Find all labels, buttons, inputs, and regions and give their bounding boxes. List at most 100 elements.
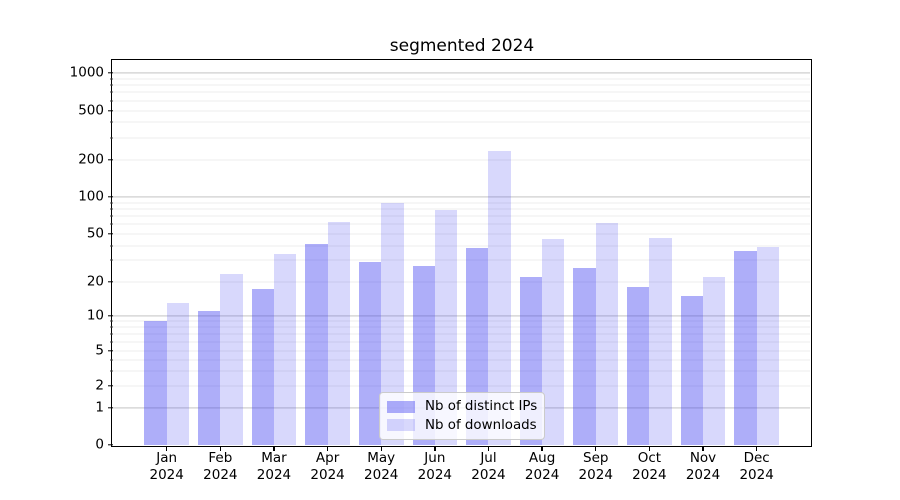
gridline-minor <box>112 121 811 123</box>
gridline-minor <box>112 223 811 225</box>
y-minor-tick-mark <box>110 137 113 139</box>
bar-distinct-ips <box>627 286 650 445</box>
x-tick-mark <box>434 446 436 451</box>
gridline-minor <box>112 341 811 343</box>
bar-downloads <box>756 246 779 445</box>
y-minor-tick-mark <box>110 245 113 247</box>
y-tick-mark <box>107 444 113 446</box>
y-minor-tick-mark <box>110 84 113 86</box>
gridline-minor <box>112 326 811 328</box>
bar-downloads <box>327 221 350 445</box>
gridline-minor <box>112 350 811 352</box>
legend-label-distinct-ips: Nb of distinct IPs <box>425 399 538 415</box>
y-minor-tick-mark <box>110 223 113 225</box>
y-tick-mark <box>107 407 113 409</box>
bar-downloads <box>434 210 458 445</box>
x-tick-label: Feb 2024 <box>188 450 252 483</box>
x-tick-mark <box>755 446 758 451</box>
y-minor-tick-mark <box>110 121 113 123</box>
y-minor-tick-mark <box>110 208 113 210</box>
y-minor-tick-mark <box>110 326 113 328</box>
bar-downloads <box>703 276 726 445</box>
y-minor-tick-mark <box>110 100 113 102</box>
gridline-minor <box>112 202 811 204</box>
gridline-major <box>112 196 811 198</box>
x-tick-label-line: Feb <box>208 450 233 466</box>
x-tick-label-line: 2024 <box>256 466 292 483</box>
legend-label-downloads: Nb of downloads <box>425 417 537 433</box>
gridline-minor <box>112 91 811 93</box>
y-tick-label: 0 <box>95 436 104 453</box>
x-tick-label: Dec 2024 <box>725 450 789 483</box>
x-tick-label-line: Jun <box>424 450 446 466</box>
gridline-minor <box>112 259 811 261</box>
gridline-minor <box>112 320 811 322</box>
bar-downloads <box>381 202 404 445</box>
y-tick-mark <box>107 280 113 283</box>
y-tick-mark <box>107 233 113 235</box>
gridline-minor <box>112 245 811 247</box>
gridline-minor <box>112 78 811 80</box>
y-tick-label: 2 <box>95 377 104 394</box>
y-tick-label: 10 <box>86 307 104 324</box>
bar-distinct-ips <box>573 267 596 445</box>
y-minor-tick-mark <box>110 341 113 343</box>
gridline-minor <box>112 84 811 86</box>
gridline-major <box>112 72 811 74</box>
x-tick-label-line: Aug <box>528 450 556 466</box>
bar-downloads <box>488 150 511 445</box>
y-tick-label: 100 <box>78 188 104 205</box>
gridline-minor <box>112 159 811 160</box>
y-tick-label: 1 <box>95 399 104 416</box>
x-tick-label: Sep 2024 <box>564 450 628 483</box>
x-tick-mark <box>541 446 543 451</box>
x-tick-label-line: 2024 <box>364 466 399 483</box>
x-tick-label-line: 2024 <box>685 466 721 483</box>
y-tick-mark <box>107 72 113 74</box>
legend-item-distinct-ips: Nb of distinct IPs <box>387 399 538 415</box>
y-minor-tick-mark <box>110 202 113 204</box>
x-tick-label-line: Oct <box>637 450 662 466</box>
x-tick-label: Jul 2024 <box>456 450 520 483</box>
gridline-minor <box>112 333 811 335</box>
gridline-minor <box>112 137 811 139</box>
gridline-minor <box>112 359 811 361</box>
gridline-minor <box>112 110 811 111</box>
x-tick-label: Aug 2024 <box>510 450 574 483</box>
y-tick-mark <box>107 109 113 112</box>
bar-distinct-ips <box>358 262 382 445</box>
gridline-minor <box>112 385 811 387</box>
bar-downloads <box>220 274 243 445</box>
plot-border <box>111 59 812 447</box>
x-tick-mark <box>702 446 704 451</box>
x-tick-label: Jun 2024 <box>403 450 467 483</box>
x-tick-label: Apr 2024 <box>296 450 360 483</box>
x-tick-label: Oct 2024 <box>617 450 681 483</box>
x-tick-label-line: 2024 <box>310 466 345 483</box>
x-tick-label: May 2024 <box>349 450 413 483</box>
bar-distinct-ips <box>251 289 274 445</box>
x-tick-mark <box>219 446 222 451</box>
legend: Nb of distinct IPs Nb of downloads <box>379 392 545 440</box>
y-tick-label: 50 <box>86 225 104 242</box>
x-tick-mark <box>166 446 168 451</box>
legend-swatch-distinct-ips <box>387 400 415 413</box>
y-tick-mark <box>107 196 113 198</box>
y-minor-tick-mark <box>110 370 113 371</box>
y-minor-tick-mark <box>110 259 113 261</box>
y-tick-label: 1000 <box>69 64 104 81</box>
bar-downloads <box>595 222 619 445</box>
legend-item-downloads: Nb of downloads <box>387 417 537 433</box>
x-tick-mark <box>648 446 651 451</box>
x-tick-mark <box>487 446 490 451</box>
x-tick-label-line: 2024 <box>203 466 238 483</box>
bar-distinct-ips <box>144 320 167 445</box>
x-tick-label-line: Nov <box>689 450 717 466</box>
x-tick-label-line: Mar <box>261 450 287 466</box>
chart-title: segmented 2024 <box>389 36 535 56</box>
y-tick-label: 200 <box>78 151 104 168</box>
x-tick-label-line: 2024 <box>632 466 667 483</box>
bar-downloads <box>649 238 672 445</box>
x-tick-label: Jan 2024 <box>135 450 199 483</box>
bar-distinct-ips <box>734 251 757 445</box>
